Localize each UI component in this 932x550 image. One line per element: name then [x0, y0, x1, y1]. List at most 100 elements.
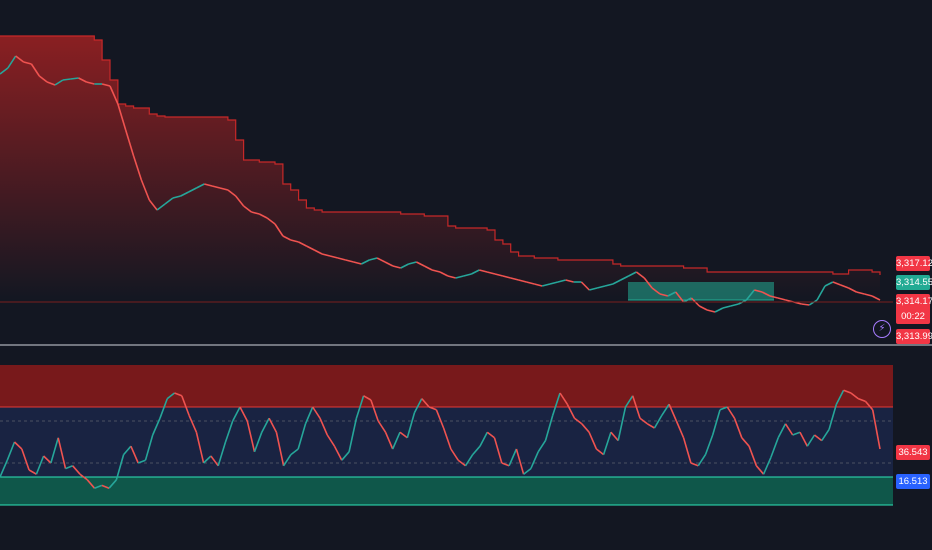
indicator-segment	[384, 431, 394, 450]
price-series	[0, 55, 881, 313]
last-close-label: 3,314.559	[896, 275, 932, 290]
indicator-segment	[486, 431, 495, 439]
price-segment	[0, 67, 9, 75]
price-segment	[549, 281, 559, 285]
price-segment	[235, 195, 245, 207]
price-segment	[101, 83, 111, 87]
price-segment	[219, 187, 229, 191]
price-segment	[832, 281, 841, 286]
indicator-segment	[341, 451, 350, 461]
price-segment	[510, 277, 519, 281]
price-segment	[180, 191, 189, 197]
price-segment	[864, 293, 873, 297]
price-segment	[243, 205, 252, 213]
indicator-segment	[472, 445, 481, 456]
price-segment	[643, 277, 653, 289]
price-segment	[494, 273, 504, 277]
indicator-segment	[312, 406, 321, 419]
price-segment	[463, 273, 472, 277]
indicator-segment	[682, 437, 692, 464]
indicator-segment	[748, 445, 758, 467]
indicator-segment	[181, 395, 190, 416]
indicator-segment	[544, 415, 554, 441]
indicator-segment	[639, 417, 648, 425]
countdown-timer: 00:22	[901, 311, 925, 322]
price-segment	[596, 285, 606, 289]
indicator-segment	[530, 451, 539, 469]
neutral-zone	[0, 407, 893, 477]
price-segment	[274, 223, 284, 237]
indicator-segment	[348, 418, 358, 452]
indicator-segment	[246, 420, 256, 452]
price-segment	[675, 291, 685, 303]
indicator-segment	[566, 403, 576, 419]
indicator-segment	[493, 437, 503, 464]
indicator-segment	[304, 406, 314, 425]
price-segment	[801, 303, 810, 306]
price-segment	[46, 81, 56, 86]
indicator-segment	[690, 462, 699, 467]
indicator-segment	[275, 432, 285, 466]
price-segment	[148, 199, 158, 211]
price-segment	[479, 269, 488, 273]
indicator-segment	[406, 412, 416, 439]
indicator-segment	[828, 403, 838, 430]
indicator-segment	[595, 448, 605, 456]
lightning-icon[interactable]: ⚡︎	[873, 320, 891, 338]
price-segment	[745, 289, 755, 301]
indicator-segment	[428, 406, 437, 411]
price-segment	[534, 283, 543, 287]
indicator-segment	[864, 400, 874, 411]
indicator-segment	[661, 403, 670, 416]
indicator-segment	[574, 417, 583, 425]
price-segment	[321, 253, 331, 257]
price-segment	[447, 275, 456, 279]
price-segment	[132, 155, 143, 181]
indicator-segment	[435, 409, 445, 429]
indicator-segment	[224, 420, 234, 443]
price-segment	[369, 257, 378, 261]
price-segment	[109, 85, 119, 105]
indicator-segment	[282, 454, 292, 467]
price-segment	[659, 293, 669, 297]
indicator-segment	[835, 389, 845, 405]
price-segment	[761, 291, 771, 297]
price-segment	[78, 77, 87, 83]
oversold-zone	[0, 477, 893, 505]
indicator-segment	[297, 423, 307, 450]
indicator-segment	[501, 462, 510, 467]
price-segment	[824, 281, 834, 287]
price-segment	[455, 275, 464, 279]
price-segment	[816, 285, 826, 301]
price-segment	[196, 183, 205, 189]
indicator-segment	[857, 397, 866, 403]
price-segment	[376, 257, 386, 263]
indicator-segment	[43, 455, 52, 464]
price-segment	[416, 261, 425, 267]
price-segment	[557, 279, 566, 283]
price-segment	[635, 271, 645, 279]
indicator-segment	[450, 448, 459, 461]
indicator-segment	[508, 448, 518, 467]
overbought-zone	[0, 365, 893, 407]
price-segment	[345, 259, 354, 263]
price-segment	[140, 179, 151, 201]
indicator-segment	[268, 417, 278, 433]
price-segment	[620, 275, 629, 281]
indicator-segment	[151, 417, 161, 436]
indicator-segment	[355, 395, 365, 419]
indicator-series	[0, 389, 881, 489]
price-segment	[526, 281, 535, 285]
price-segment	[282, 235, 292, 241]
indicator-segment	[624, 395, 634, 408]
price-segment	[612, 279, 622, 285]
price-segment	[251, 211, 260, 215]
indicator-signal-label: 16.513	[896, 474, 930, 489]
price-segment	[777, 297, 786, 301]
indicator-segment	[814, 434, 823, 442]
indicator-segment	[806, 434, 816, 447]
indicator-segment	[413, 398, 423, 413]
price-segment	[361, 259, 370, 265]
